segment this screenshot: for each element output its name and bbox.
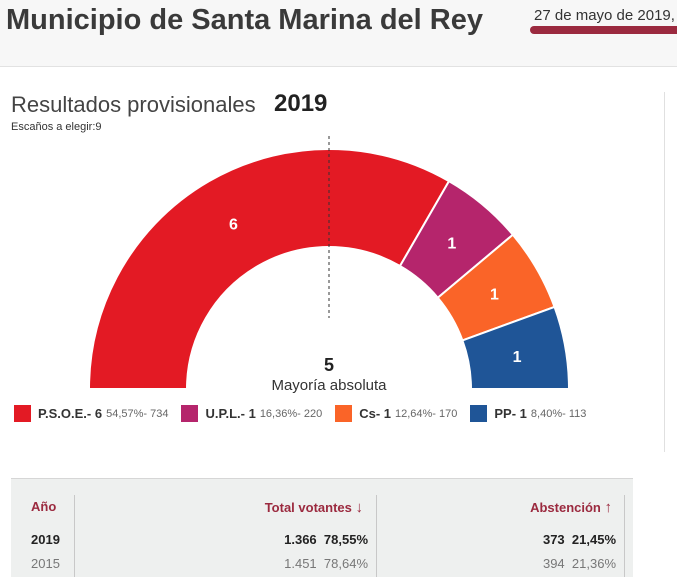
abst-pct: 21,36%: [571, 556, 616, 571]
seats-half-donut-chart: 6 1 1 1 5 Mayoría absoluta: [87, 136, 571, 394]
legend-label: PP- 1: [494, 406, 527, 421]
page-header: Municipio de Santa Marina del Rey 27 de …: [0, 0, 677, 67]
legend-label: P.S.O.E.- 6: [38, 406, 103, 421]
election-date[interactable]: 27 de mayo de 2019,: [534, 7, 675, 24]
row-2015-votes: 1.451 78,64%: [284, 556, 368, 571]
turnout-table: Año Total votantes ↓ Abstención ↑ 2019 1…: [11, 478, 633, 577]
row-2015-abstention: 394 21,36%: [543, 556, 616, 571]
legend-swatch: [181, 405, 199, 422]
segment-psoe[interactable]: [87, 148, 451, 390]
total-votes-label: Total votantes: [264, 500, 352, 515]
results-title: Resultados provisionales: [11, 92, 256, 117]
abst-count: 394: [542, 556, 565, 571]
abstention-label: Abstención: [530, 500, 601, 515]
majority-value: 5: [324, 355, 334, 375]
seats-label: Escaños a elegir:: [11, 121, 96, 133]
legend-swatch: [335, 405, 353, 422]
seat-label-psoe: 6: [229, 217, 238, 234]
majority-label: Mayoría absoluta: [271, 377, 387, 394]
legend-swatch: [14, 405, 31, 422]
sort-up-icon[interactable]: ↑: [604, 499, 613, 516]
seat-label-pp: 1: [513, 349, 522, 366]
abst-count: 373: [542, 532, 565, 547]
results-year: 2019: [274, 90, 328, 117]
segment-pp[interactable]: [461, 305, 571, 390]
legend-stats: 16,36%- 220: [259, 407, 323, 420]
col-header-total-votes[interactable]: Total votantes ↓: [265, 499, 363, 516]
legend-item-upl[interactable]: U.P.L.- 1 16,36%- 220: [181, 405, 322, 422]
seat-label-cs: 1: [490, 287, 499, 304]
column-divider: [624, 495, 625, 577]
column-divider: [376, 495, 377, 577]
seats-total: 9: [95, 121, 102, 133]
page-title: Municipio de Santa Marina del Rey: [6, 4, 483, 36]
legend-stats: 54,57%- 734: [106, 407, 169, 420]
votes-pct: 78,64%: [323, 556, 368, 571]
col-header-year: Año: [31, 499, 57, 514]
legend-swatch: [470, 405, 488, 422]
row-2015-year: 2015: [31, 556, 60, 571]
legend-stats: 8,40%- 113: [530, 407, 587, 420]
abst-pct: 21,45%: [571, 532, 616, 547]
votes-count: 1.451: [284, 556, 317, 571]
legend-label: Cs- 1: [359, 406, 391, 421]
votes-pct: 78,55%: [323, 532, 368, 547]
legend-item-pp[interactable]: PP- 1 8,40%- 113: [470, 405, 586, 422]
row-2019-abstention: 373 21,45%: [543, 532, 616, 547]
date-underline: [530, 26, 677, 34]
row-2019-year: 2019: [31, 532, 60, 547]
panel-divider: [664, 92, 665, 452]
legend-stats: 12,64%- 170: [395, 407, 458, 420]
votes-count: 1.366: [284, 532, 317, 547]
column-divider: [74, 495, 75, 577]
legend-label: U.P.L.- 1: [205, 406, 256, 421]
col-header-abstention[interactable]: Abstención ↑: [530, 499, 612, 516]
seat-label-upl: 1: [447, 236, 456, 253]
seats-to-elect: Escaños a elegir:9: [11, 121, 102, 133]
legend-item-cs[interactable]: Cs- 1 12,64%- 170: [335, 405, 457, 422]
legend-item-psoe[interactable]: P.S.O.E.- 6 54,57%- 734: [14, 405, 168, 422]
sort-down-icon[interactable]: ↓: [355, 499, 364, 516]
chart-legend: P.S.O.E.- 6 54,57%- 734 U.P.L.- 1 16,36%…: [14, 405, 599, 422]
row-2019-votes: 1.366 78,55%: [284, 532, 368, 547]
